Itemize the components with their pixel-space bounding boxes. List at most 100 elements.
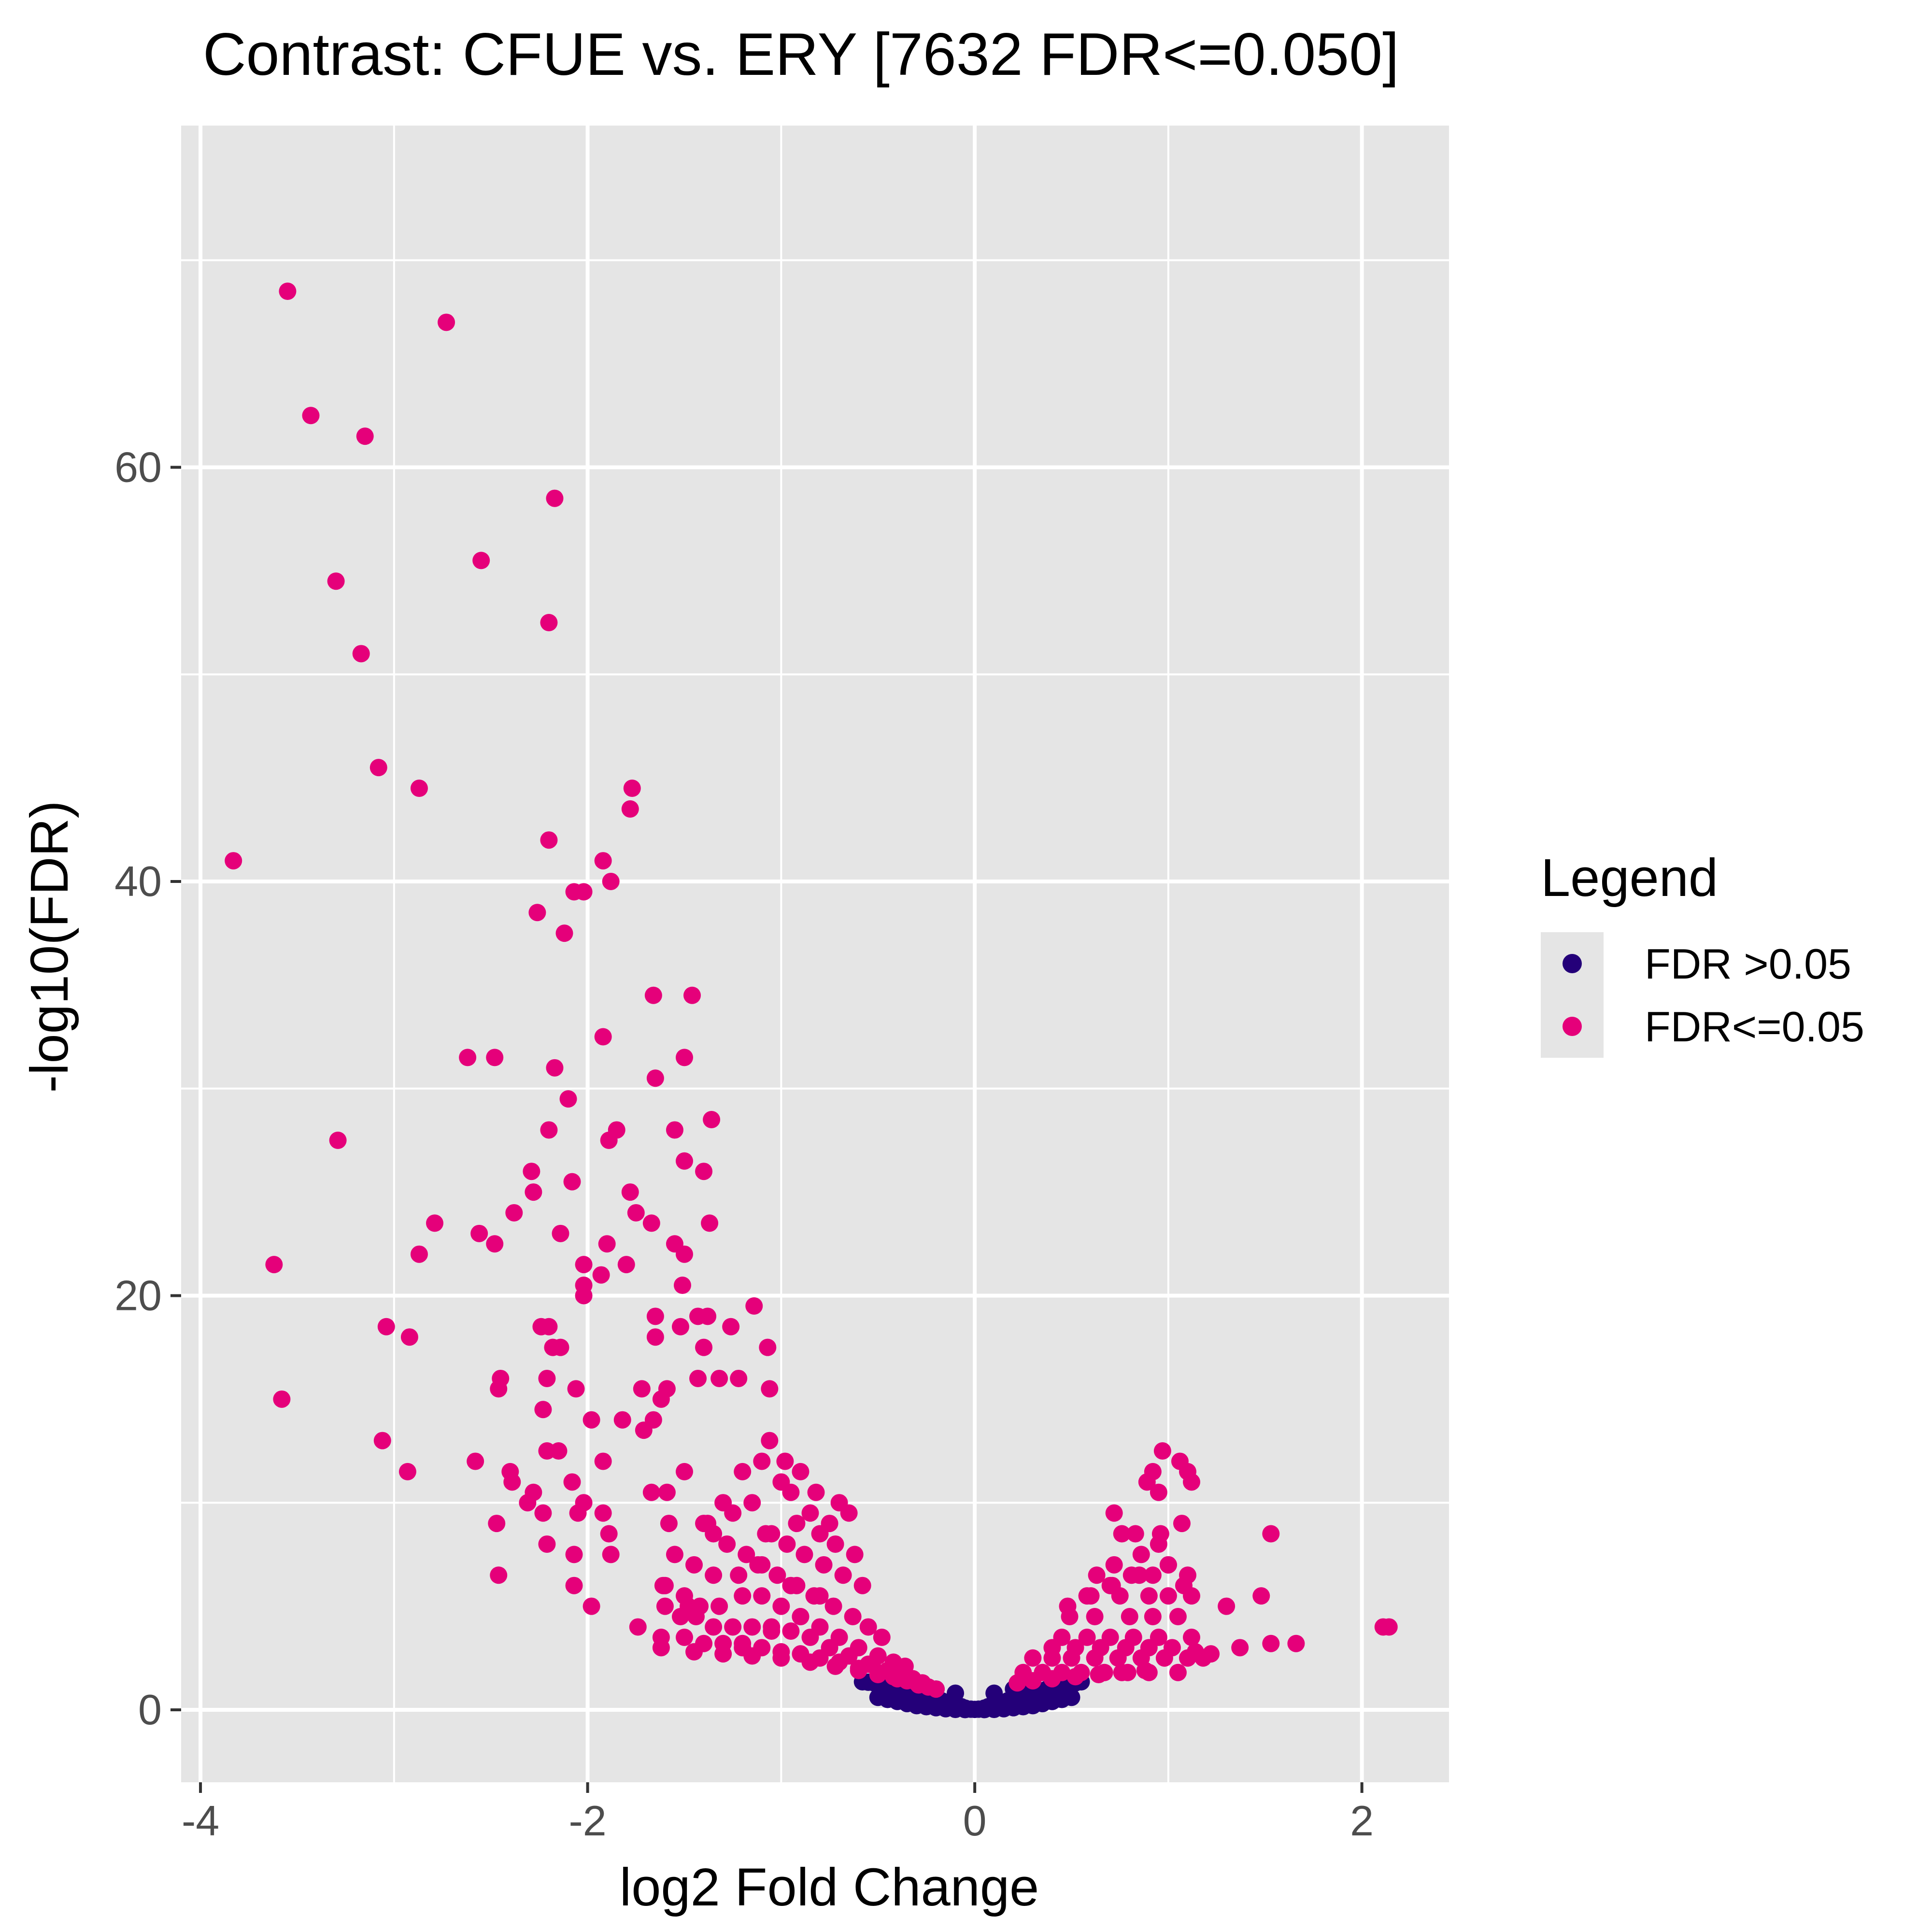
point-fdr-below	[575, 1287, 593, 1305]
point-fdr-below	[563, 1173, 581, 1191]
point-fdr-below	[689, 1369, 707, 1387]
legend-key-fdr-above	[1563, 954, 1582, 973]
point-fdr-below	[1063, 1649, 1080, 1667]
point-fdr-below	[658, 1380, 676, 1398]
point-fdr-below	[1150, 1535, 1167, 1553]
point-fdr-below	[621, 800, 639, 818]
point-fdr-below	[1101, 1577, 1119, 1594]
point-fdr-below	[673, 1277, 691, 1294]
point-fdr-below	[486, 1235, 504, 1253]
point-fdr-below	[1009, 1674, 1026, 1692]
point-fdr-below	[1153, 1442, 1171, 1460]
point-fdr-below	[730, 1369, 748, 1387]
x-tick-label: -2	[568, 1797, 606, 1845]
point-fdr-below	[1144, 1463, 1162, 1480]
point-fdr-below	[761, 1380, 779, 1398]
point-fdr-below	[695, 1163, 713, 1180]
point-fdr-below	[671, 1318, 689, 1335]
point-fdr-above	[947, 1684, 965, 1702]
point-fdr-below	[927, 1680, 945, 1698]
point-fdr-below	[644, 1411, 662, 1429]
point-fdr-below	[759, 1338, 777, 1356]
point-fdr-below	[327, 572, 345, 590]
point-fdr-below	[602, 872, 620, 890]
point-fdr-below	[1043, 1649, 1061, 1667]
point-fdr-below	[1380, 1618, 1398, 1636]
point-fdr-below	[705, 1525, 723, 1543]
point-fdr-below	[1088, 1566, 1106, 1584]
point-fdr-below	[743, 1618, 761, 1636]
point-fdr-below	[826, 1535, 844, 1553]
legend-label-fdr-above: FDR >0.05	[1645, 940, 1851, 988]
point-fdr-below	[1024, 1672, 1042, 1690]
point-fdr-below	[888, 1670, 906, 1688]
data-points	[225, 283, 1398, 1719]
point-fdr-below	[598, 1235, 616, 1253]
point-fdr-below	[490, 1566, 508, 1584]
point-fdr-below	[633, 1380, 651, 1398]
point-fdr-below	[778, 1535, 796, 1553]
point-fdr-below	[1155, 1649, 1173, 1667]
point-fdr-below	[685, 1556, 703, 1574]
point-fdr-below	[660, 1515, 678, 1533]
point-fdr-below	[840, 1504, 858, 1522]
point-fdr-below	[519, 1494, 537, 1512]
point-fdr-below	[1086, 1608, 1104, 1625]
point-fdr-below	[546, 489, 564, 507]
point-fdr-below	[772, 1597, 790, 1615]
point-fdr-below	[1252, 1587, 1270, 1605]
point-fdr-below	[734, 1463, 752, 1480]
point-fdr-below	[826, 1657, 844, 1675]
point-fdr-below	[559, 1090, 577, 1108]
y-tick-label: 60	[114, 443, 162, 491]
y-axis: 0 20 40 60	[114, 443, 181, 1733]
point-fdr-below	[646, 1307, 664, 1325]
point-fdr-below	[1179, 1566, 1196, 1584]
point-fdr-below	[1179, 1649, 1196, 1667]
point-fdr-below	[534, 1504, 552, 1522]
point-fdr-below	[1113, 1525, 1131, 1543]
point-fdr-below	[788, 1515, 806, 1533]
point-fdr-below	[675, 1152, 693, 1170]
point-fdr-below	[623, 780, 641, 797]
point-fdr-below	[850, 1662, 867, 1679]
point-fdr-below	[705, 1566, 723, 1584]
point-fdr-below	[225, 852, 242, 870]
point-fdr-below	[470, 1224, 488, 1242]
point-fdr-below	[1043, 1670, 1061, 1688]
y-tick-label: 40	[114, 857, 162, 905]
point-fdr-below	[302, 407, 320, 425]
point-fdr-below	[528, 904, 546, 922]
point-fdr-below	[400, 1328, 418, 1346]
point-fdr-below	[666, 1546, 683, 1563]
point-fdr-below	[1159, 1556, 1177, 1574]
legend-label-fdr-below: FDR<=0.05	[1645, 1003, 1864, 1051]
point-fdr-below	[569, 1504, 587, 1522]
point-fdr-below	[652, 1639, 670, 1657]
x-tick-label: -4	[182, 1797, 219, 1845]
point-fdr-below	[1287, 1634, 1305, 1652]
point-fdr-below	[1126, 1525, 1144, 1543]
point-fdr-above	[985, 1684, 1003, 1702]
point-fdr-below	[743, 1647, 761, 1665]
point-fdr-below	[772, 1649, 790, 1667]
point-fdr-below	[745, 1297, 763, 1315]
point-fdr-below	[540, 1121, 558, 1139]
point-fdr-below	[734, 1587, 752, 1605]
point-fdr-below	[582, 1597, 600, 1615]
point-fdr-below	[369, 759, 387, 777]
point-fdr-below	[1066, 1668, 1084, 1686]
point-fdr-below	[503, 1473, 521, 1491]
point-fdr-below	[563, 1473, 581, 1491]
chart-title: Contrast: CFUE vs. ERY [7632 FDR<=0.050]	[203, 21, 1399, 88]
point-fdr-below	[567, 1380, 585, 1398]
point-fdr-below	[846, 1546, 864, 1563]
point-fdr-below	[592, 1266, 610, 1284]
point-fdr-below	[565, 1546, 583, 1563]
legend-key-background	[1541, 932, 1604, 1058]
point-fdr-below	[629, 1618, 647, 1636]
point-fdr-below	[575, 1256, 593, 1274]
point-fdr-below	[782, 1622, 800, 1640]
point-fdr-below	[377, 1318, 395, 1335]
point-fdr-below	[738, 1546, 755, 1563]
